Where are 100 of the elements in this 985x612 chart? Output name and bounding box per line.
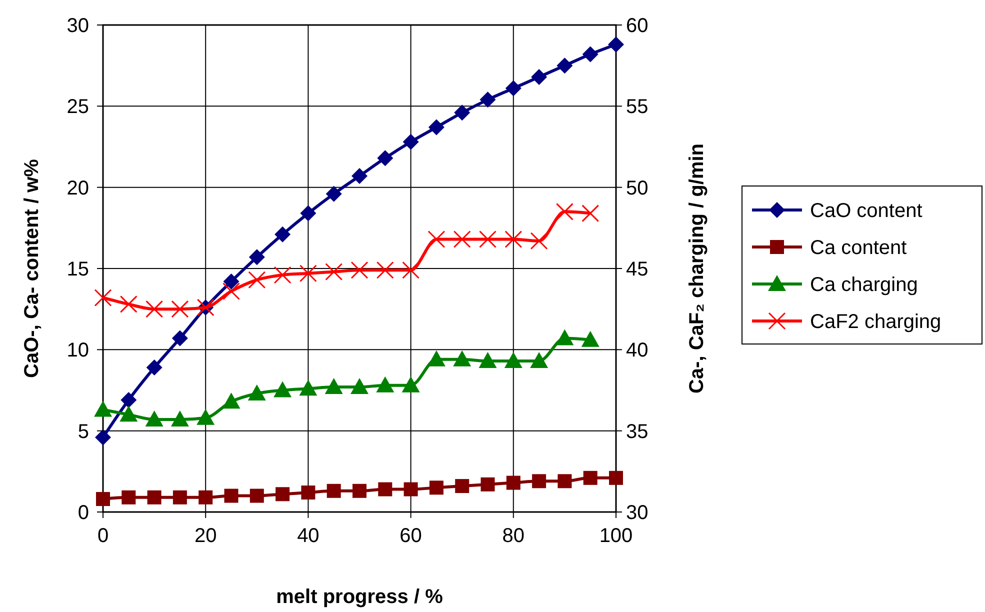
- point: [274, 266, 292, 284]
- point: [531, 68, 548, 85]
- point: [171, 300, 189, 318]
- x-tick-label: 40: [297, 525, 320, 547]
- legend-label: Ca content: [810, 237, 908, 259]
- y2-tick-label: 50: [626, 177, 648, 200]
- y-tick-label: 0: [78, 502, 89, 524]
- y-tick-label: 30: [66, 15, 89, 37]
- y-tick-label: 10: [66, 340, 89, 362]
- point: [145, 410, 164, 426]
- point: [325, 262, 343, 280]
- point: [350, 261, 368, 279]
- point: [506, 476, 520, 490]
- x-tick-label: 20: [194, 525, 217, 547]
- point: [120, 295, 138, 313]
- point: [402, 376, 420, 392]
- point: [609, 470, 623, 485]
- point: [301, 486, 316, 500]
- x-tick-label: 80: [502, 525, 525, 547]
- y2-axis-title: Ca-, CaF₂ charging / g/min: [686, 143, 708, 394]
- y-axis-title: CaO-, Ca- content / w%: [21, 158, 43, 378]
- point: [581, 330, 600, 347]
- point: [276, 487, 290, 502]
- point: [429, 480, 444, 495]
- point: [94, 400, 112, 417]
- point: [608, 36, 624, 52]
- x-tick-label: 60: [400, 525, 422, 547]
- point: [376, 261, 394, 279]
- point: [404, 482, 418, 496]
- point: [274, 226, 291, 242]
- point: [170, 410, 189, 426]
- point: [377, 150, 394, 166]
- y-tick-label: 20: [66, 177, 89, 200]
- point: [324, 378, 343, 394]
- point: [120, 392, 137, 408]
- point: [352, 484, 366, 498]
- point: [402, 261, 420, 279]
- y2-tick-label: 35: [626, 420, 648, 443]
- point: [94, 288, 112, 306]
- point: [530, 352, 548, 368]
- point: [250, 488, 264, 503]
- point: [428, 119, 444, 136]
- x-tick-label: 100: [599, 525, 633, 547]
- point: [122, 490, 136, 504]
- point: [96, 492, 110, 506]
- y2-tick-label: 60: [626, 15, 648, 37]
- legend-label: CaO content: [810, 200, 923, 222]
- point: [223, 273, 240, 290]
- point: [479, 230, 496, 248]
- point: [248, 384, 266, 400]
- point: [248, 249, 265, 266]
- point: [454, 104, 470, 121]
- point: [326, 484, 341, 498]
- point: [146, 300, 164, 318]
- point: [146, 360, 162, 376]
- point: [248, 271, 266, 289]
- point: [428, 230, 446, 248]
- point: [350, 378, 368, 394]
- point: [453, 350, 472, 366]
- point: [222, 392, 240, 409]
- point: [172, 490, 187, 504]
- point: [556, 202, 574, 220]
- point: [224, 488, 238, 503]
- point: [352, 168, 368, 184]
- y2-tick-label: 30: [626, 502, 648, 524]
- y-tick-label: 25: [66, 96, 89, 118]
- point: [530, 232, 548, 250]
- y2-tick-label: 55: [626, 96, 648, 118]
- point: [582, 46, 598, 62]
- y-tick-label: 5: [78, 420, 89, 443]
- point: [222, 282, 240, 300]
- point: [95, 429, 111, 446]
- point: [299, 264, 317, 282]
- point: [198, 490, 213, 504]
- point: [505, 80, 522, 96]
- point: [326, 186, 342, 202]
- point: [378, 482, 392, 496]
- point: [147, 490, 162, 504]
- point: [402, 134, 419, 150]
- point: [376, 376, 394, 392]
- point: [299, 380, 318, 396]
- point: [556, 58, 573, 74]
- y2-tick-label: 45: [626, 258, 648, 280]
- y2-tick-label: 40: [626, 340, 648, 362]
- point: [300, 205, 316, 222]
- point: [455, 479, 470, 494]
- point: [532, 474, 546, 488]
- point: [480, 477, 495, 492]
- x-tick-label: 0: [97, 525, 109, 547]
- point: [196, 408, 215, 425]
- point: [504, 230, 522, 248]
- point: [480, 92, 496, 108]
- point: [583, 470, 598, 485]
- legend-label: CaF2 charging: [810, 311, 942, 333]
- point: [478, 352, 497, 368]
- legend-label: Ca charging: [810, 274, 918, 296]
- point: [274, 381, 292, 398]
- x-axis-title: melt progress / %: [276, 586, 444, 608]
- y-tick-label: 15: [66, 258, 89, 280]
- point: [558, 474, 572, 488]
